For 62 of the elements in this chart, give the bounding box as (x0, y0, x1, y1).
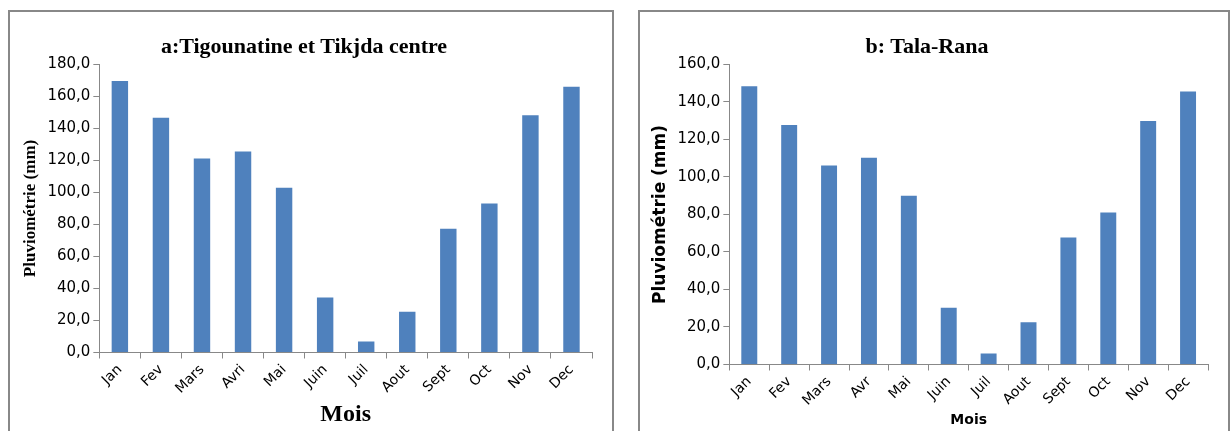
x-axis-title: Mois (320, 399, 372, 426)
x-tick-label: Dec (545, 360, 577, 392)
y-tick-label: 80,0 (56, 214, 91, 233)
bar (563, 86, 580, 352)
bar (399, 311, 416, 352)
bar (193, 158, 211, 352)
y-tick-label: 160,0 (677, 54, 721, 73)
bar (316, 297, 334, 352)
bar (821, 165, 838, 364)
bar (522, 115, 539, 352)
bar (1100, 212, 1117, 364)
x-tick-label: Fev (137, 360, 166, 390)
bar (781, 124, 798, 364)
chart-title: b: Tala-Rana (865, 32, 989, 58)
y-tick-label: 0,0 (696, 354, 721, 373)
y-tick-label: 140,0 (47, 118, 91, 137)
bar (152, 117, 170, 352)
x-axis-title: Mois (950, 411, 988, 428)
x-tick-label: Jan (726, 372, 754, 401)
x-tick-label: Oct (465, 360, 495, 390)
y-tick-label: 100,0 (47, 182, 91, 201)
y-tick-label: 40,0 (686, 279, 721, 298)
bar (1060, 237, 1077, 364)
bar (1180, 91, 1197, 364)
y-tick-label: 60,0 (686, 241, 721, 260)
bar (275, 187, 293, 352)
bar (357, 341, 375, 352)
y-tick-label: 140,0 (677, 91, 721, 110)
y-tick-label: 100,0 (677, 166, 721, 185)
bar (980, 353, 997, 364)
y-tick-label: 0,0 (66, 342, 91, 361)
bar (741, 86, 758, 364)
bar (1140, 121, 1157, 364)
x-tick-label: Dec (1162, 372, 1193, 404)
y-tick-label: 20,0 (56, 310, 91, 329)
x-tick-label: Mai (260, 360, 289, 390)
y-tick-label: 40,0 (56, 278, 91, 297)
y-axis-title: Pluviométrie (mm) (19, 139, 39, 278)
y-tick-label: 180,0 (47, 54, 91, 73)
y-tick-label: 120,0 (47, 150, 91, 169)
bar (860, 157, 877, 364)
x-tick-label: Nov (504, 360, 536, 392)
x-tick-label: Oct (1084, 372, 1114, 402)
y-tick-label: 80,0 (686, 204, 721, 223)
x-tick-label: Mai (884, 372, 914, 402)
bar (900, 195, 917, 364)
y-tick-label: 60,0 (56, 246, 91, 265)
y-axis-title: Pluviométrie (mm) (648, 124, 669, 304)
y-tick-label: 120,0 (677, 129, 721, 148)
x-tick-label: Jan (97, 360, 125, 389)
y-tick-label: 160,0 (47, 86, 91, 105)
bar (1020, 322, 1037, 364)
x-tick-label: Fev (765, 372, 794, 402)
bar (481, 203, 498, 352)
bar (440, 228, 457, 352)
bar (234, 151, 252, 352)
bar (111, 81, 129, 352)
chart-title: a:Tigounatine et Tikjda centre (160, 32, 448, 58)
x-tick-label: Nov (1122, 372, 1153, 404)
y-tick-label: 20,0 (686, 316, 721, 335)
x-tick-label: Avr (846, 372, 874, 401)
bar (940, 307, 957, 364)
